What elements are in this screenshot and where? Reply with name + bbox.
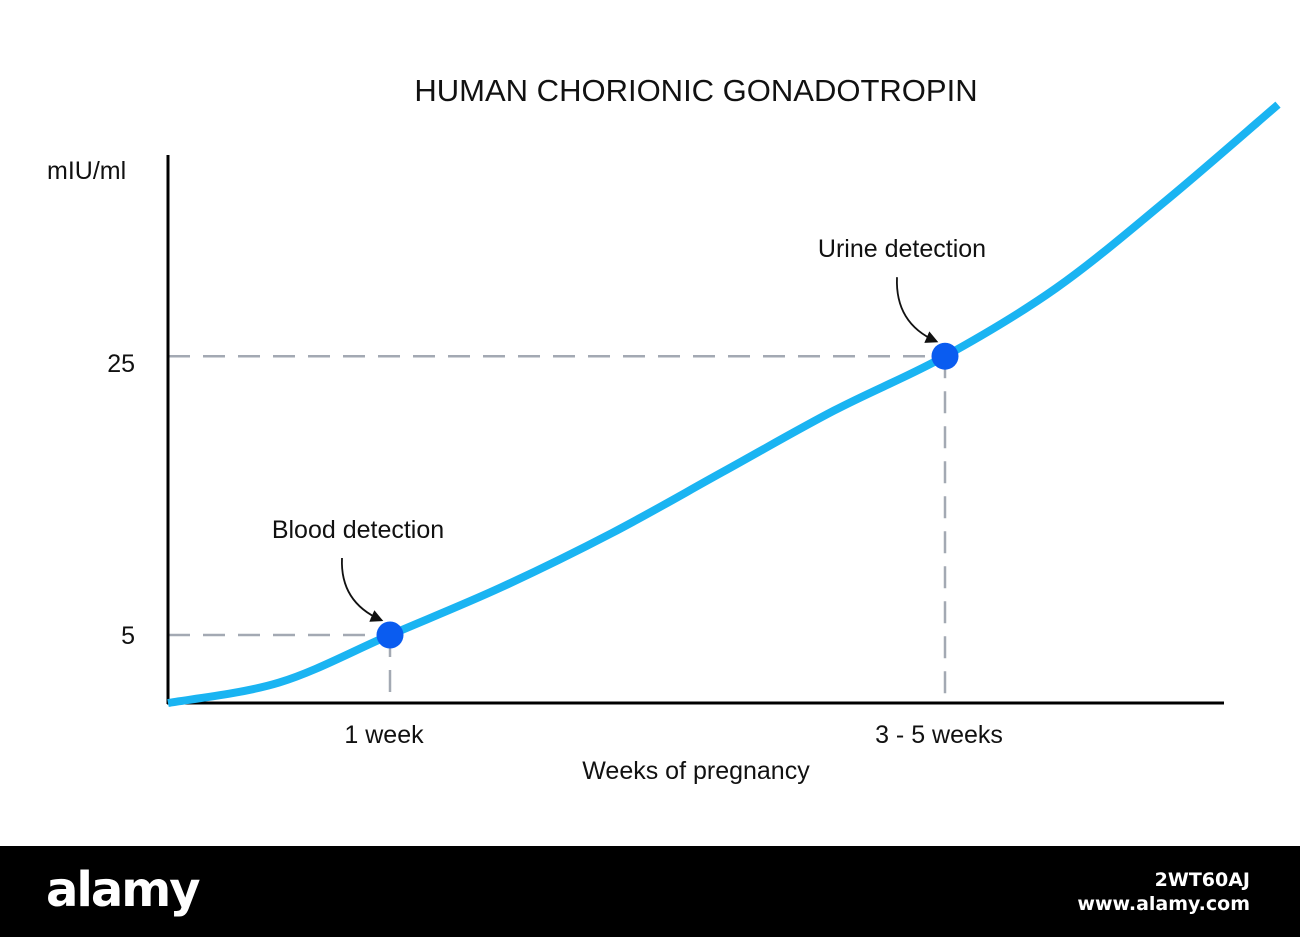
marker-arrow-2 [896, 277, 939, 343]
x-tick-label-2: 3 - 5 weeks [875, 721, 1003, 749]
marker-label-1: Blood detection [272, 516, 444, 544]
watermark-bar: alamy 2WT60AJ www.alamy.com [0, 846, 1300, 937]
marker-dot-1 [376, 621, 404, 649]
image-id: 2WT60AJ www.alamy.com [1077, 868, 1250, 916]
y-axis-label: mIU/ml [47, 157, 126, 185]
image-id-site: www.alamy.com [1077, 893, 1250, 915]
image-id-code: 2WT60AJ [1154, 869, 1250, 891]
y-tick-label-25: 25 [107, 350, 135, 378]
marker-dot-2 [931, 342, 959, 370]
hcg-chart: HUMAN CHORIONIC GONADOTROPIN mIU/ml Week… [47, 73, 1281, 785]
marker-label-2: Urine detection [818, 235, 986, 263]
x-tick-label-1: 1 week [344, 721, 424, 749]
alamy-logo: alamy [46, 862, 201, 918]
chart-title: HUMAN CHORIONIC GONADOTROPIN [414, 73, 977, 108]
x-axis-label: Weeks of pregnancy [582, 757, 810, 785]
y-tick-label-5: 5 [121, 622, 135, 650]
hcg-curve-line [167, 101, 1281, 707]
marker-arrow-1 [341, 557, 384, 622]
